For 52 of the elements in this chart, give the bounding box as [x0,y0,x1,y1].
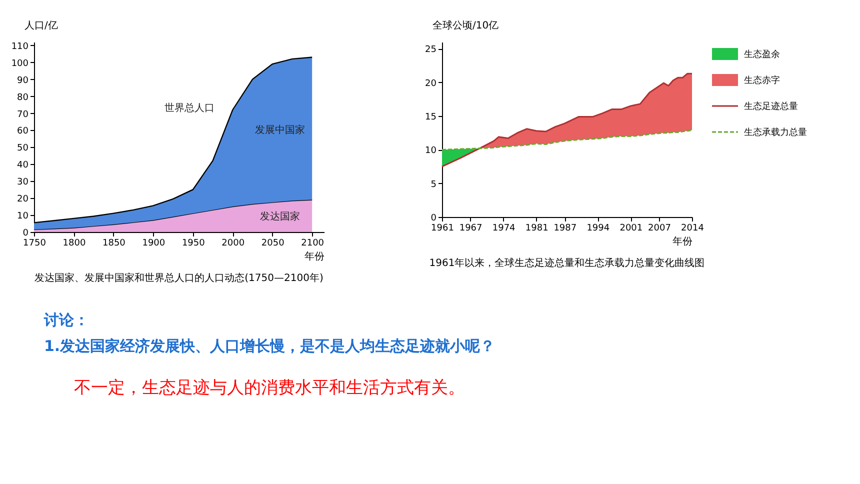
x-tick-label: 1850 [102,238,126,248]
y-tick-label: 15 [425,112,436,123]
y-tick-label: 110 [11,42,29,52]
y-tick-label: 60 [17,126,29,137]
x-tick-label: 1974 [492,224,516,234]
y-tick-label: 90 [17,76,29,86]
legend-label: 生态足迹总量 [744,101,798,112]
text: 讨论： [43,311,89,329]
y-tick-label: 10 [425,146,437,156]
series-label: 发达国家 [260,210,300,222]
y-tick-label: 70 [17,110,29,120]
y-tick-label: 10 [17,212,29,222]
x-tick-label: 2100 [301,238,324,248]
series-label: 发展中国家 [255,124,306,136]
x-tick-label: 2050 [261,238,285,248]
x-tick-label: 1994 [586,224,610,234]
y-tick-label: 20 [425,78,437,89]
x-tick-label: 1961 [431,224,454,234]
legend-label: 生态承载力总量 [744,127,807,138]
line-series [441,72,693,168]
y-tick-label: 5 [430,180,436,190]
y-tick-label: 40 [17,160,29,171]
legend-label: 生态赤字 [744,75,780,86]
annotation: 世界总人口 [164,102,215,114]
y-axis-title: 人口/亿 [24,20,58,32]
text: 发达国家、发展中国家和世界总人口的人口动态(1750—2100年) [34,272,324,284]
y-axis-title: 全球公顷/10亿 [432,20,499,32]
y-tick-label: 0 [430,214,437,224]
x-tick-label: 1800 [62,238,86,248]
x-tick-label: 1967 [459,224,482,234]
y-tick-label: 0 [22,228,29,238]
y-tick-label: 20 [17,194,29,205]
x-tick-label: 2007 [648,224,671,234]
y-tick-label: 80 [17,92,29,103]
x-tick-label: 2014 [681,224,704,234]
y-tick-label: 50 [17,144,29,154]
legend-label: 生态盈余 [744,49,780,60]
y-tick-label: 100 [11,58,29,69]
text: 1961年以来，全球生态足迹总量和生态承载力总量变化曲线图 [429,257,705,269]
x-tick-label: 2000 [222,238,245,248]
text: 不一定，生态足迹与人的消费水平和生活方式有关。 [74,378,465,398]
y-tick-label: 30 [17,178,29,188]
x-tick-label: 1987 [554,224,577,234]
x-axis-title: 年份 [304,250,324,262]
x-tick-label: 1900 [142,238,166,248]
x-tick-label: 1750 [23,238,46,248]
y-tick-label: 25 [425,45,436,56]
x-tick-label: 1981 [525,224,548,234]
text: 1.发达国家经济发展快、人口增长慢，是不是人均生态足迹就小呢？ [44,337,496,355]
x-tick-label: 2001 [620,224,643,234]
x-tick-label: 1950 [182,238,206,248]
x-axis-title: 年份 [672,236,692,248]
